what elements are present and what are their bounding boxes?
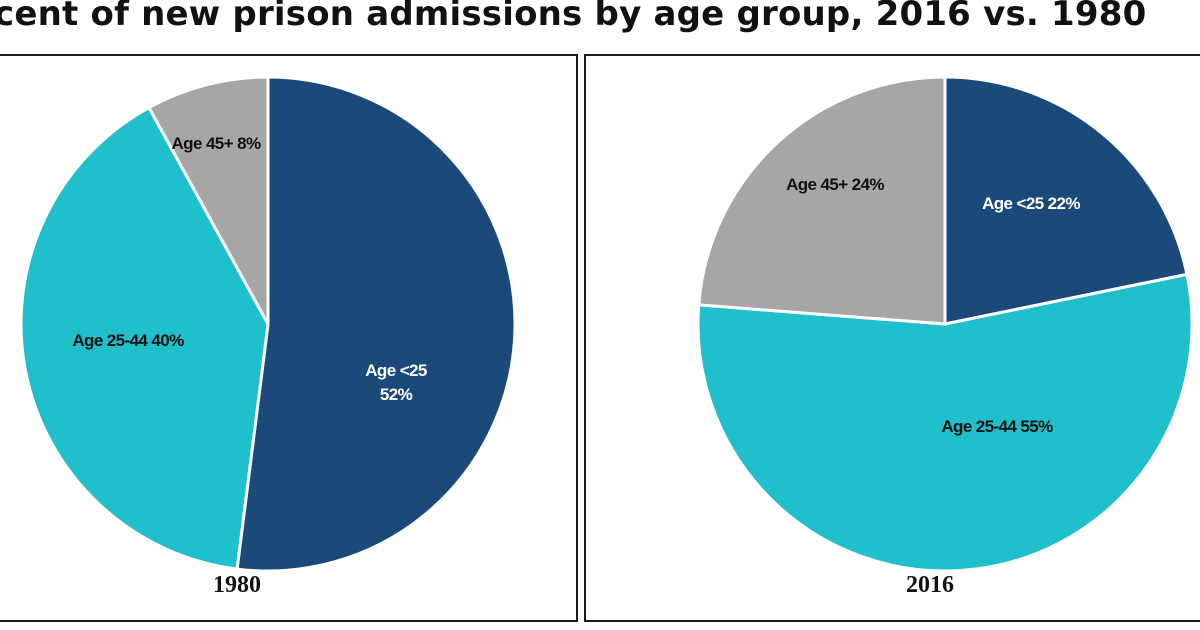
- chart-title: cent of new prison admissions by age gro…: [0, 0, 1147, 34]
- slice-label-1980-age-25: Age <25 52%: [365, 361, 427, 404]
- pie-slice-2016-age-45: [697, 75, 947, 326]
- pie-slice-1980-age-25-44: [19, 105, 270, 571]
- slice-label-2016-age-45: Age 45+ 24%: [786, 175, 884, 194]
- pie-slice-2016-age-25-44: [696, 272, 1194, 573]
- pie-chart-1980-panel: Age <25 52% Age 25-44 40% Age 45+ 8% 1980: [0, 54, 578, 622]
- pie-caption-1980: 1980: [213, 572, 261, 598]
- pie-slice-1980-age-45: [146, 75, 270, 325]
- pie-chart-2016: Age <25 22% Age 25-44 55% Age 45+ 24% 2016: [696, 75, 1194, 598]
- slice-label-2016-age-25-44: Age 25-44 55%: [941, 417, 1053, 436]
- slice-label-2016-age-25: Age <25 22%: [982, 194, 1080, 213]
- pie-slice-2016-age-25: [943, 75, 1189, 326]
- pie-chart-1980: Age <25 52% Age 25-44 40% Age 45+ 8% 1980: [19, 75, 517, 598]
- slice-label-1980-age-45: Age 45+ 8%: [172, 134, 261, 153]
- slice-label-1980-age-25-44: Age 25-44 40%: [72, 331, 184, 350]
- pie-caption-2016: 2016: [906, 572, 954, 598]
- pie-chart-2016-panel: Age <25 22% Age 25-44 55% Age 45+ 24% 2016: [584, 54, 1200, 622]
- pie-slice-1980-age-25: [235, 75, 517, 573]
